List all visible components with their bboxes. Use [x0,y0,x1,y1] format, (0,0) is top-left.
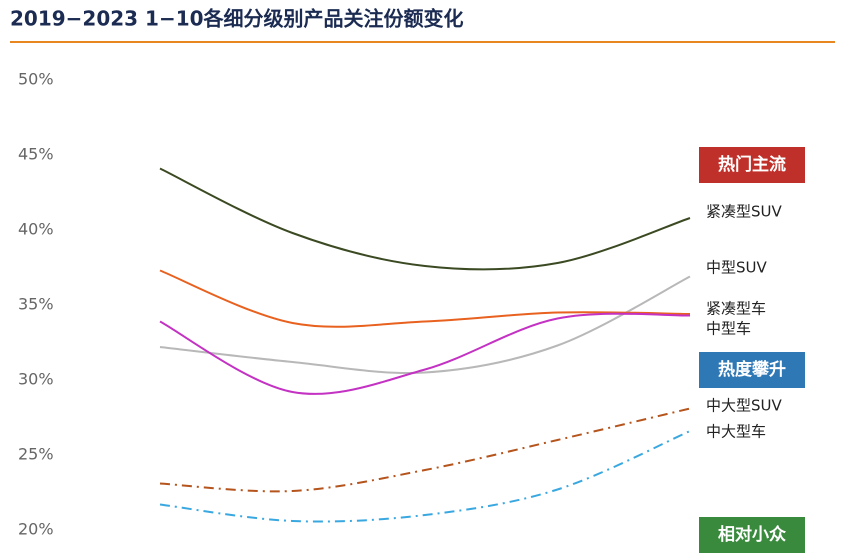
y-tick-label: 50% [18,70,54,89]
series-line [159,275,691,374]
series-label: 中大型SUV [706,397,783,415]
tag-label: 热门主流 [718,154,786,175]
series-label: 中大型车 [706,423,766,441]
tag-box [699,517,805,553]
tag-box [699,352,805,388]
tag-label: 热度攀升 [718,359,786,380]
y-tick-label: 25% [18,445,54,464]
y-tick-label: 45% [18,145,54,164]
series-label: 紧凑型SUV [706,203,783,221]
y-tick-label: 35% [18,295,54,314]
y-tick-label: 40% [18,220,54,239]
chart-title: 2019−2023 1−10各细分级别产品关注份额变化 [10,7,464,31]
series-label: 紧凑型车 [706,300,766,318]
series-label: 中型车 [706,320,751,338]
series-line [159,167,691,271]
category-tag: 热门主流 [699,147,805,183]
series-line [159,312,691,395]
series-line [159,269,691,328]
category-tag: 相对小众 [699,517,805,553]
y-tick-label: 30% [18,370,54,389]
series-line [159,430,691,523]
category-tag: 热度攀升 [699,352,805,388]
tag-label: 相对小众 [718,524,787,545]
series-label: 中型SUV [706,259,768,277]
series-line [159,407,691,493]
tag-box [699,147,805,183]
y-tick-label: 20% [18,520,54,539]
